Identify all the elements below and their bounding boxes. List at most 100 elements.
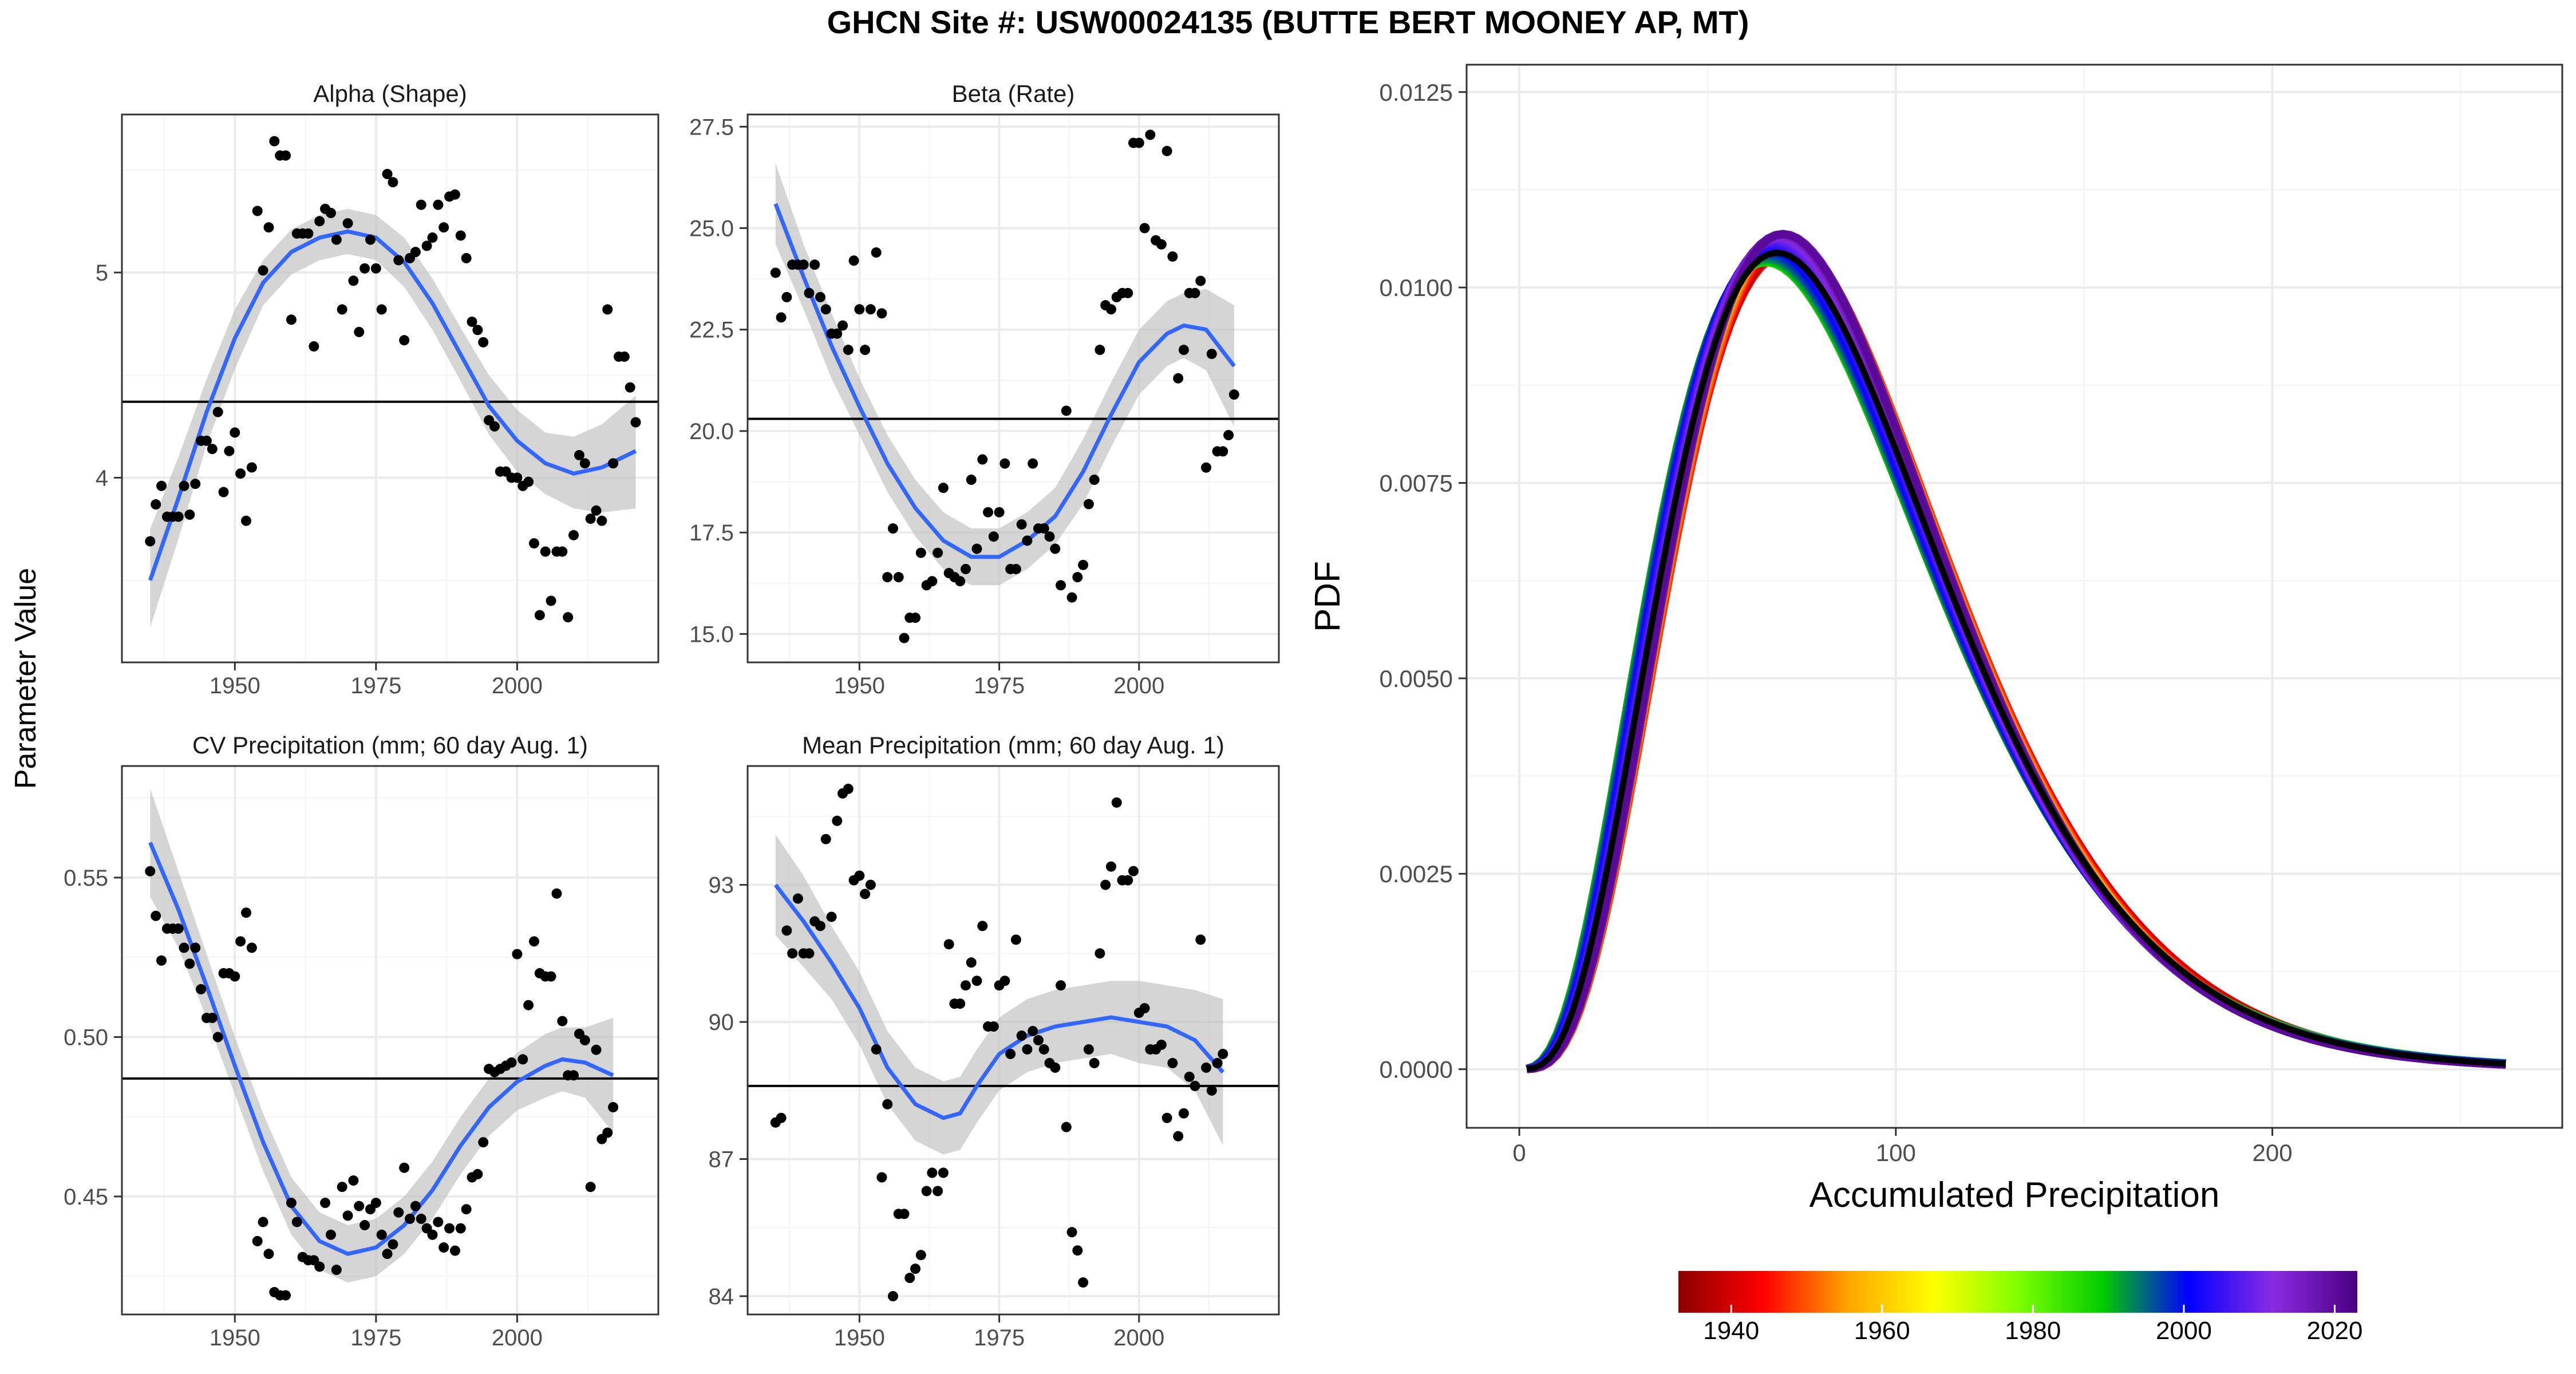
x-tick-label: 1950: [210, 673, 260, 698]
data-point: [915, 547, 926, 558]
mean-pdf-curve: [1526, 250, 2506, 1072]
data-point: [449, 1245, 460, 1256]
data-point: [1161, 145, 1172, 156]
data-point: [145, 866, 156, 876]
data-point: [309, 341, 319, 352]
data-point: [994, 507, 1005, 518]
data-point: [1212, 1057, 1223, 1068]
data-point: [966, 957, 977, 968]
data-point: [1038, 1044, 1049, 1055]
x-tick-label: 1975: [350, 673, 401, 698]
data-point: [1066, 592, 1077, 603]
panel-title: CV Precipitation (mm; 60 day Aug. 1): [192, 732, 588, 759]
data-point: [977, 921, 988, 931]
y-tick-label: 15.0: [689, 622, 734, 647]
data-point: [971, 543, 982, 554]
data-point: [512, 472, 523, 483]
x-tick-label: 1950: [834, 1325, 885, 1351]
data-point: [1105, 304, 1116, 315]
data-point: [546, 971, 556, 982]
data-point: [235, 936, 246, 947]
data-point: [826, 911, 837, 922]
data-point: [977, 454, 988, 465]
data-point: [988, 1021, 999, 1032]
y-tick-label: 0.45: [64, 1185, 108, 1210]
data-point: [585, 514, 596, 524]
panel-border: [121, 765, 659, 1316]
shared-y-axis-label: Parameter Value: [9, 568, 42, 789]
data-point: [781, 292, 792, 302]
data-point: [370, 1198, 381, 1209]
x-tick-label: 1950: [210, 1325, 260, 1351]
data-point: [151, 910, 161, 921]
data-point: [1190, 1080, 1200, 1091]
data-point: [1016, 519, 1027, 530]
data-point: [776, 1112, 787, 1123]
data-point: [399, 1162, 410, 1173]
data-point: [602, 1127, 613, 1138]
data-point: [820, 304, 831, 315]
data-point: [1218, 1048, 1228, 1059]
y-tick-label: 90: [709, 1010, 734, 1035]
data-point: [927, 576, 938, 587]
data-point: [865, 879, 876, 890]
y-tick-label: 0.0125: [1380, 79, 1453, 106]
data-point: [438, 1242, 449, 1253]
data-point: [455, 230, 466, 241]
data-point: [258, 1217, 268, 1227]
data-point: [416, 1213, 426, 1224]
data-point: [1072, 572, 1083, 583]
data-point: [151, 499, 161, 510]
data-point: [585, 1182, 596, 1193]
x-axis-label: Accumulated Precipitation: [1809, 1175, 2220, 1215]
data-point: [1050, 1062, 1061, 1073]
data-point: [1218, 446, 1228, 457]
data-point: [887, 1291, 898, 1302]
data-point: [1050, 543, 1061, 554]
data-point: [798, 259, 809, 270]
confidence-band: [775, 163, 1234, 586]
data-point: [804, 948, 815, 959]
data-point: [342, 218, 353, 228]
confidence-band: [150, 788, 614, 1283]
y-tick-label: 4: [96, 465, 108, 491]
data-point: [781, 925, 792, 936]
data-point: [370, 263, 381, 274]
data-point: [1167, 251, 1178, 262]
x-tick-label: 100: [1876, 1139, 1916, 1166]
data-point: [966, 475, 977, 485]
data-point: [927, 1167, 938, 1178]
data-point: [1061, 1122, 1072, 1132]
data-point: [574, 449, 584, 460]
data-point: [843, 345, 854, 356]
data-point: [1022, 535, 1033, 546]
x-tick-label: 2000: [1113, 673, 1164, 698]
data-point: [887, 523, 898, 534]
data-point: [1033, 1035, 1044, 1045]
data-point: [1206, 349, 1217, 360]
data-point: [915, 1250, 926, 1261]
data-point: [1089, 1057, 1100, 1068]
data-point: [393, 255, 404, 266]
data-point: [602, 304, 613, 315]
x-tick-label: 0: [1512, 1139, 1526, 1166]
data-point: [348, 1175, 359, 1186]
data-point: [1100, 879, 1111, 890]
data-point: [1095, 948, 1105, 959]
data-point: [145, 536, 156, 547]
panel-border: [121, 113, 659, 664]
data-point: [393, 1207, 404, 1218]
data-point: [517, 1054, 528, 1065]
data-point: [943, 939, 954, 950]
panel-title: Alpha (Shape): [313, 80, 467, 107]
data-point: [1123, 287, 1133, 298]
data-point: [625, 382, 635, 393]
data-point: [1133, 137, 1144, 148]
data-point: [876, 1172, 887, 1183]
data-point: [449, 189, 460, 200]
panel-border: [746, 113, 1280, 664]
data-point: [359, 1220, 370, 1231]
data-point: [410, 1201, 421, 1211]
data-point: [563, 612, 574, 623]
